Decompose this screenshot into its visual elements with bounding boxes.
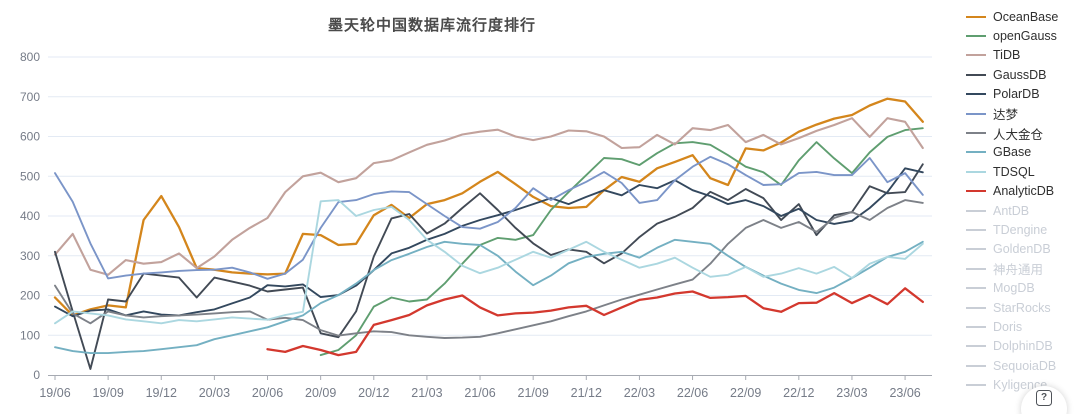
x-axis-label-22/09: 22/09: [730, 386, 761, 400]
legend-label: TDSQL: [993, 164, 1035, 179]
legend-label: TiDB: [993, 48, 1021, 63]
legend-item-GBase[interactable]: GBase: [966, 143, 1080, 162]
legend-item-TiDB[interactable]: TiDB: [966, 46, 1080, 65]
legend-item-人大金仓[interactable]: 人大金仓: [966, 123, 1080, 142]
legend-line-swatch: [966, 15, 986, 18]
x-axis-label-21/03: 21/03: [411, 386, 442, 400]
legend-line-swatch: [966, 112, 986, 115]
legend-label: AnalyticDB: [993, 184, 1055, 199]
legend-line-swatch: [966, 132, 986, 135]
legend-label: Doris: [993, 319, 1023, 334]
x-axis-label-19/06: 19/06: [39, 386, 70, 400]
series-line-达梦: [54, 155, 924, 280]
legend-label: DolphinDB: [993, 339, 1053, 354]
y-axis-label-700: 700: [20, 90, 40, 104]
legend-item-神舟通用[interactable]: 神舟通用: [966, 259, 1080, 278]
legend-item-TDSQL[interactable]: TDSQL: [966, 162, 1080, 181]
x-axis-label-20/06: 20/06: [252, 386, 283, 400]
legend-label: openGauss: [993, 29, 1057, 44]
legend-item-SequoiaDB[interactable]: SequoiaDB: [966, 356, 1080, 375]
x-axis-label-20/03: 20/03: [199, 386, 230, 400]
x-axis-label-22/03: 22/03: [624, 386, 655, 400]
y-axis-label-300: 300: [20, 249, 40, 263]
legend-label: MogDB: [993, 281, 1035, 296]
legend-line-swatch: [966, 170, 986, 173]
legend-line-swatch: [966, 248, 986, 251]
series-line-openGauss: [319, 127, 924, 357]
legend-label: SequoiaDB: [993, 358, 1057, 373]
legend-item-AnalyticDB[interactable]: AnalyticDB: [966, 182, 1080, 201]
legend-line-swatch: [966, 306, 986, 309]
series-line-人大金仓: [54, 199, 924, 339]
legend-line-swatch: [966, 228, 986, 231]
y-axis-label-0: 0: [33, 368, 40, 382]
legend-label: 神舟通用: [993, 263, 1044, 278]
series-line-TiDB: [53, 117, 924, 276]
legend-item-Doris[interactable]: Doris: [966, 317, 1080, 336]
legend-item-Kyligence[interactable]: Kyligence: [966, 375, 1080, 394]
legend-line-swatch: [966, 73, 986, 76]
x-axis-label-21/06: 21/06: [464, 386, 495, 400]
x-axis-label-19/09: 19/09: [92, 386, 123, 400]
legend-line-swatch: [966, 325, 986, 328]
legend-item-StarRocks[interactable]: StarRocks: [966, 298, 1080, 317]
legend-line-swatch: [966, 35, 986, 38]
chart-legend: OceanBase openGauss TiDB GaussDB PolarDB 达梦人大…: [966, 7, 1080, 395]
legend-line-swatch: [966, 93, 986, 96]
legend-line-swatch: [966, 151, 986, 154]
x-axis-label-20/12: 20/12: [358, 386, 389, 400]
legend-line-swatch: [966, 384, 986, 387]
series-line-TDSQL: [54, 199, 924, 325]
legend-item-MogDB[interactable]: MogDB: [966, 278, 1080, 297]
legend-line-swatch: [966, 345, 986, 348]
x-axis-label-22/12: 22/12: [783, 386, 814, 400]
legend-item-TDengine[interactable]: TDengine: [966, 220, 1080, 239]
x-axis-label-23/03: 23/03: [836, 386, 867, 400]
x-axis-label-21/09: 21/09: [518, 386, 549, 400]
legend-label: TDengine: [993, 222, 1048, 237]
legend-label: GaussDB: [993, 67, 1047, 82]
x-axis-label-21/12: 21/12: [571, 386, 602, 400]
legend-item-GaussDB[interactable]: GaussDB: [966, 65, 1080, 84]
legend-label: 达梦: [993, 108, 1019, 123]
legend-item-DolphinDB[interactable]: DolphinDB: [966, 337, 1080, 356]
series-line-GaussDB: [54, 163, 924, 370]
legend-item-AntDB[interactable]: AntDB: [966, 201, 1080, 220]
x-axis-label-22/06: 22/06: [677, 386, 708, 400]
legend-line-swatch: [966, 364, 986, 367]
chart-title: 墨天轮中国数据库流行度排行: [327, 17, 537, 34]
question-mark-icon: ?: [1036, 390, 1052, 406]
legend-label: GoldenDB: [993, 242, 1051, 257]
y-axis-label-500: 500: [20, 169, 40, 183]
y-axis-label-400: 400: [20, 209, 40, 223]
legend-line-swatch: [966, 54, 986, 57]
legend-item-达梦[interactable]: 达梦: [966, 104, 1080, 123]
series-line-AnalyticDB: [266, 287, 924, 357]
y-axis-label-100: 100: [20, 328, 40, 342]
series-line-PolarDB: [54, 167, 924, 318]
legend-line-swatch: [966, 287, 986, 290]
x-axis-label-19/12: 19/12: [146, 386, 177, 400]
legend-item-GoldenDB[interactable]: GoldenDB: [966, 240, 1080, 259]
legend-item-PolarDB[interactable]: PolarDB: [966, 85, 1080, 104]
y-axis-label-200: 200: [20, 289, 40, 303]
legend-label: PolarDB: [993, 87, 1040, 102]
legend-label: 人大金仓: [993, 127, 1044, 142]
legend-label: AntDB: [993, 203, 1030, 218]
legend-item-OceanBase[interactable]: OceanBase: [966, 7, 1080, 26]
legend-line-swatch: [966, 209, 986, 212]
series-line-GBase: [54, 238, 924, 355]
legend-item-openGauss[interactable]: openGauss: [966, 26, 1080, 45]
x-axis-label-20/09: 20/09: [305, 386, 336, 400]
x-axis-label-23/06: 23/06: [889, 386, 920, 400]
legend-line-swatch: [966, 267, 986, 270]
y-axis-label-800: 800: [20, 50, 40, 64]
y-axis-label-600: 600: [20, 130, 40, 144]
legend-label: StarRocks: [993, 300, 1051, 315]
legend-line-swatch: [966, 190, 986, 193]
legend-label: GBase: [993, 145, 1032, 160]
legend-label: OceanBase: [993, 9, 1059, 24]
